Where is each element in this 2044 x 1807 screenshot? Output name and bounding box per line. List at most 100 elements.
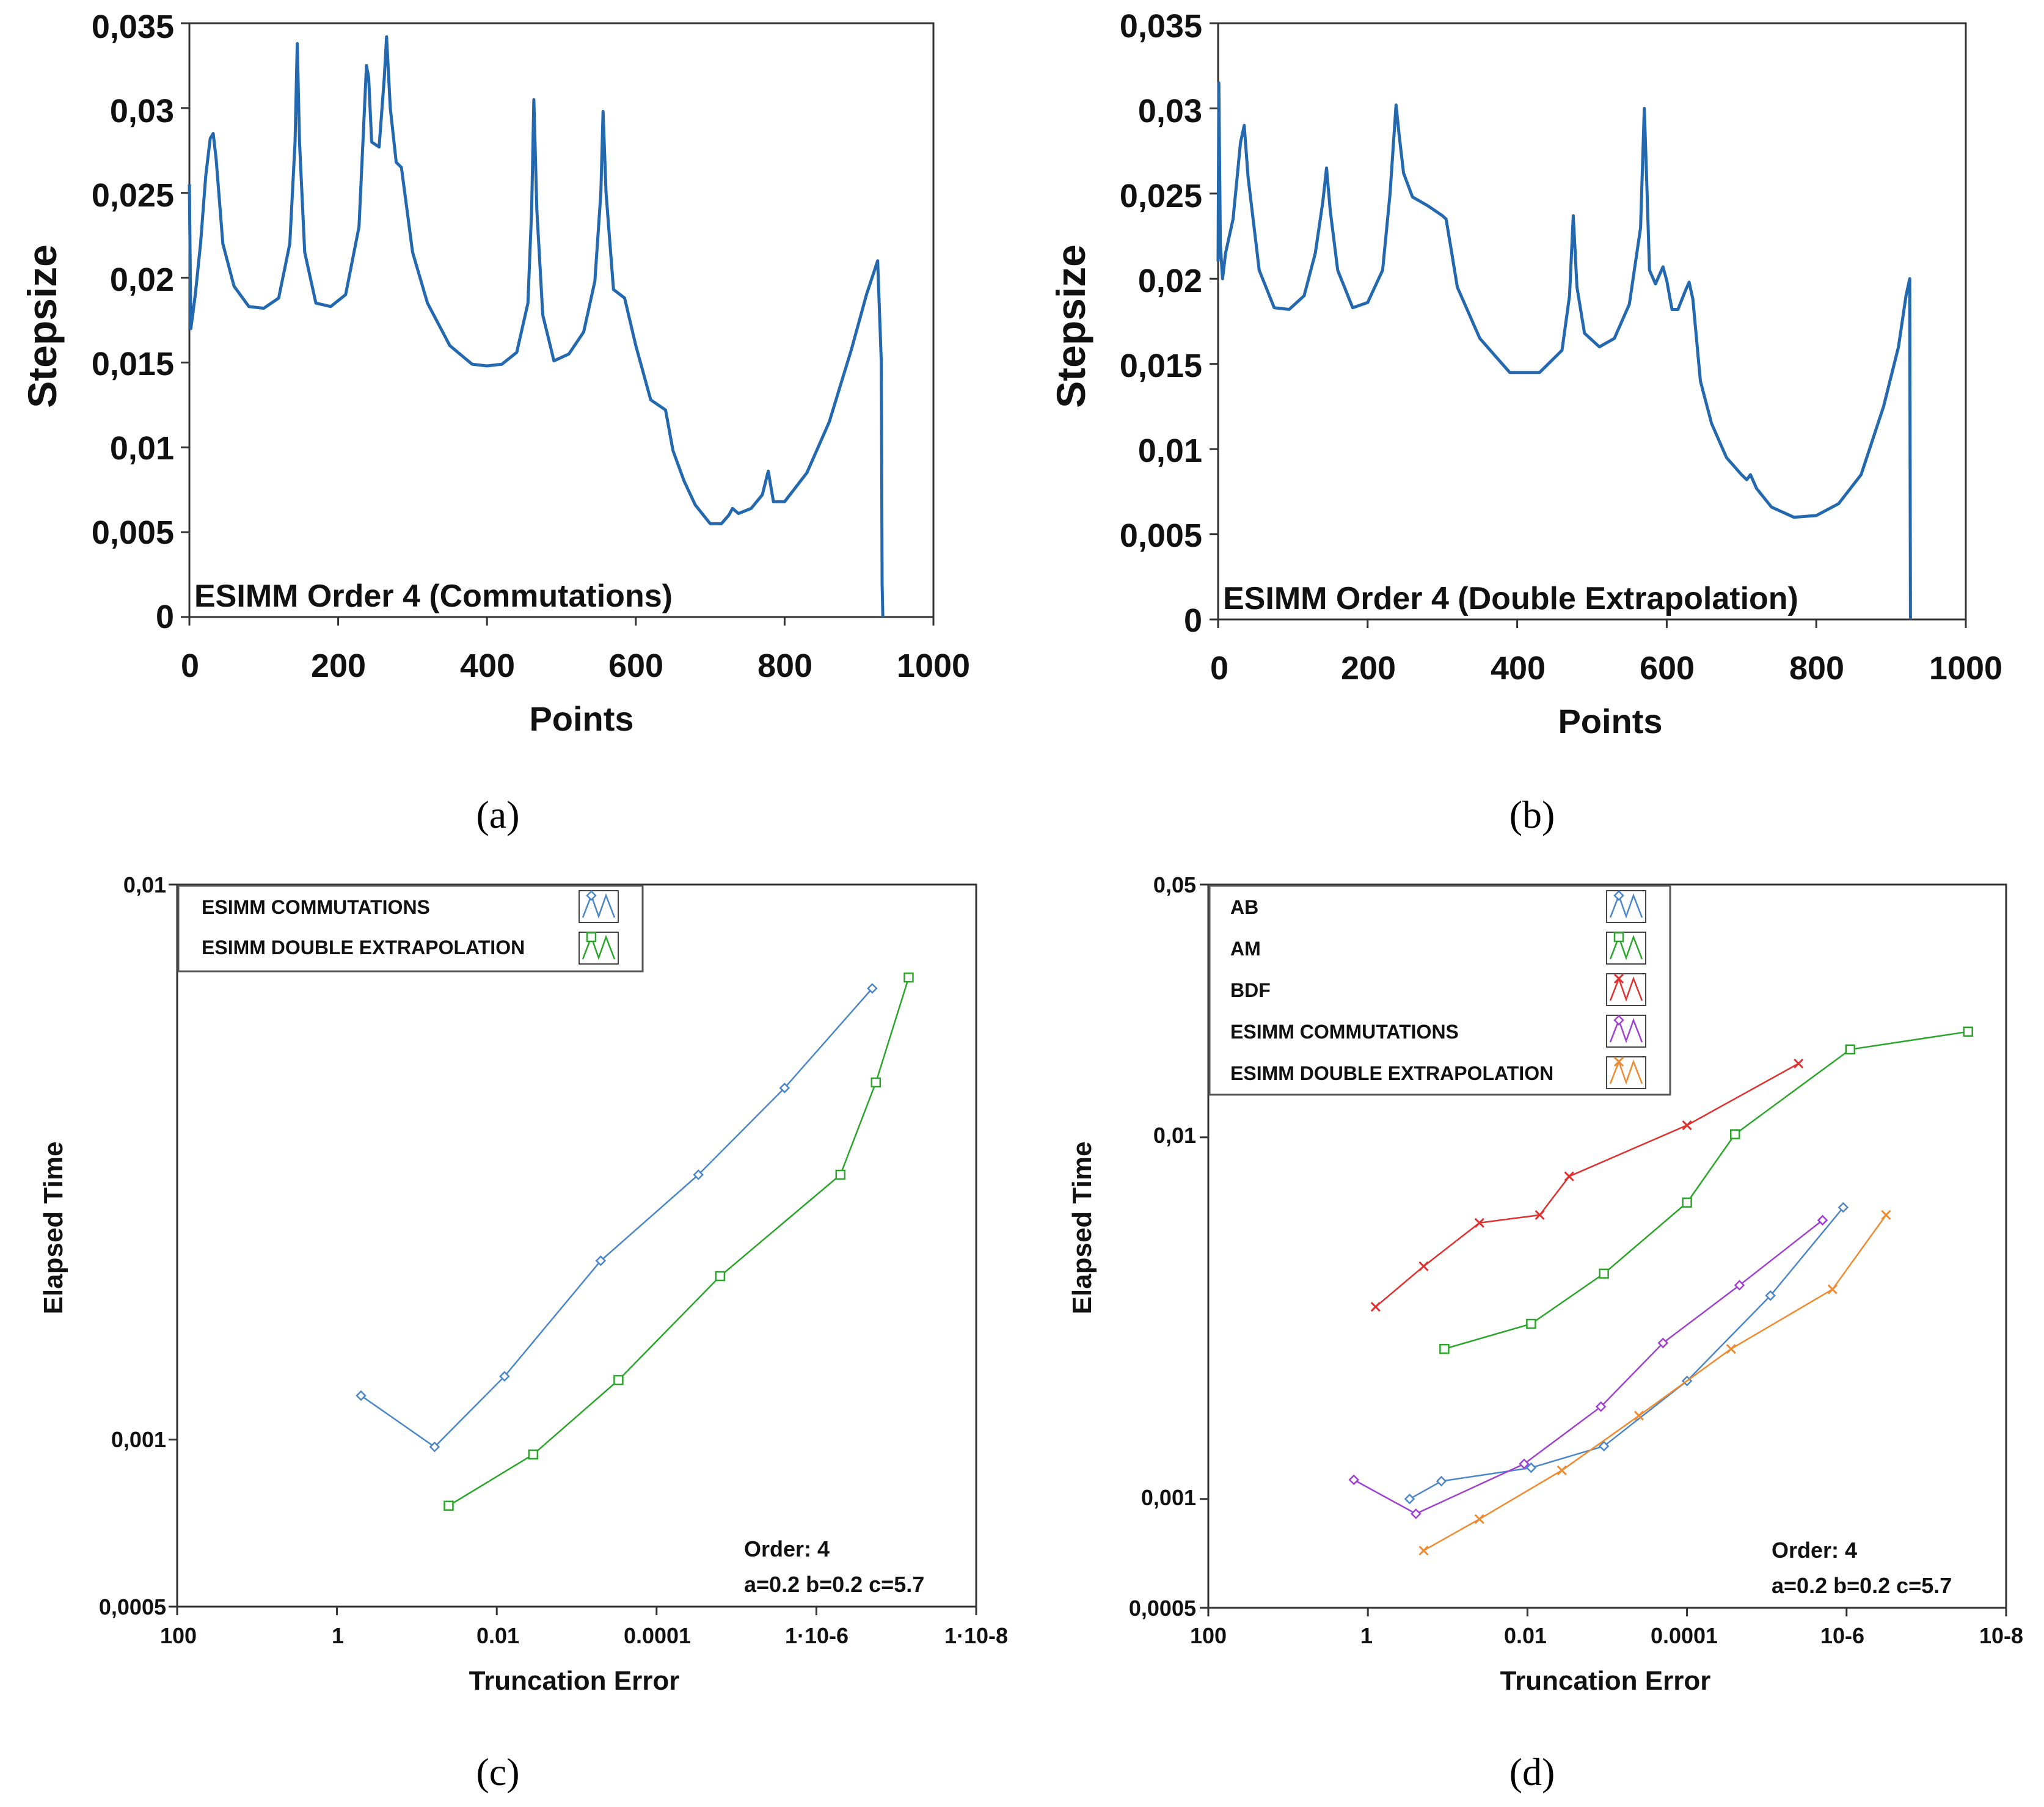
panel-c-series-0-point-5: [779, 1082, 790, 1093]
panel-b-plot-frame: [1217, 22, 1967, 621]
panel-a-ytick-3: 0,015: [92, 346, 174, 382]
panel-b-ytick-7: 0,035: [1120, 8, 1202, 45]
panel-c-series-0-point-3: [595, 1255, 607, 1266]
panel-d-series-1-point-4: [1729, 1129, 1740, 1139]
panel-a-ytick-1: 0,005: [92, 514, 174, 551]
panel-d-series-3-point-2: [1519, 1458, 1530, 1470]
panel-d-series-2-point-3: [1535, 1210, 1545, 1220]
panel-d-series-0-point-0: [1404, 1494, 1415, 1505]
panel-d-series-3-point-0: [1348, 1474, 1359, 1486]
panel-a-title: ESIMM Order 4 (Commutations): [194, 579, 673, 614]
panel-c-plot-frame: [176, 883, 977, 1608]
panel-a-ytick-4: 0,02: [110, 261, 174, 298]
panel-d-series-0-point-5: [1765, 1290, 1776, 1301]
panel-d-ylabel: Elapsed Time: [1067, 1142, 1097, 1315]
panel-d-legend-label-3: ESIMM COMMUTATIONS: [1230, 1021, 1459, 1043]
panel-d-legend: [1208, 885, 1671, 1096]
panel-d-legend-swatch-marker-1: [1613, 932, 1624, 943]
panel-a-xlabel: Points: [529, 699, 633, 738]
panel-c-series-0-point-4: [693, 1169, 704, 1180]
panel-b-xtick-5: 1000: [1929, 650, 2002, 687]
panel-c-ytick-2: 0,01: [123, 872, 166, 897]
panel-b-caption: (b): [1509, 793, 1555, 836]
panel-c-xtick-2: 0.01: [476, 1623, 519, 1648]
panel-c-xtick-0: 100: [160, 1623, 197, 1648]
panel-c-series-1-point-0: [443, 1500, 454, 1511]
panel-d-series-2-point-2: [1474, 1217, 1484, 1228]
panel-a-plot-frame: [188, 22, 935, 618]
panel-d-series-2-point-6: [1794, 1058, 1804, 1069]
panel-a-xtick-1: 200: [311, 648, 366, 684]
panel-b-series-line-0: [1216, 81, 1912, 620]
panel-c-legend-swatch-line-0: [582, 893, 616, 919]
panel-d-xtick-0: 100: [1190, 1623, 1227, 1648]
panel-d-plot-frame: [1207, 883, 2007, 1609]
panel-c-ytick-0: 0,0005: [99, 1594, 166, 1619]
panel-c-ylabel: Elapsed Time: [38, 1142, 68, 1315]
panel-c-caption: (c): [476, 1750, 519, 1794]
panel-d-series-0-point-1: [1436, 1475, 1447, 1487]
panel-c-series-0-point-2: [499, 1371, 510, 1382]
panel-c-series-0-point-1: [429, 1441, 440, 1453]
panel-c-series-1-point-2: [613, 1374, 624, 1385]
panel-d-series-4-point-1: [1474, 1514, 1484, 1524]
panel-b: ESIMM Order 4 (Double Extrapolation) 0 2…: [1048, 8, 2002, 836]
panel-a: ESIMM Order 4 (Commutations) 0 200 400 6…: [20, 9, 970, 836]
panel-a-xtick-2: 400: [460, 648, 515, 684]
panel-c-ytick-1: 0,001: [111, 1427, 166, 1452]
panel-d-series-1-point-3: [1682, 1197, 1692, 1208]
panel-d-legend-label-0: AB: [1230, 896, 1258, 918]
panel-b-xtick-3: 600: [1640, 650, 1695, 687]
panel-b-xtick-1: 200: [1341, 650, 1396, 687]
panel-a-ytick-7: 0,035: [92, 9, 174, 45]
panel-c-annotation-params: a=0.2 b=0.2 c=5.7: [744, 1572, 924, 1597]
panel-d-series-4-point-5: [1827, 1284, 1838, 1294]
panel-d-series-1-point-5: [1845, 1044, 1856, 1055]
panel-d-series-3-point-5: [1734, 1280, 1745, 1291]
panel-d-series-1-point-2: [1599, 1268, 1609, 1279]
panel-b-ytick-3: 0,015: [1120, 348, 1202, 384]
panel-d-series-4-point-6: [1881, 1210, 1891, 1220]
panel-c-xtick-1: 1: [332, 1623, 344, 1648]
panel-d-legend-swatch-marker-4: [1613, 1056, 1624, 1067]
panel-a-xtick-3: 600: [608, 648, 663, 684]
panel-d-legend-swatch-marker-0: [1613, 890, 1624, 901]
panel-d-series-0-point-6: [1838, 1202, 1849, 1213]
panel-d-annotation-order: Order: 4: [1772, 1538, 1857, 1563]
panel-a-xtick-0: 0: [181, 648, 199, 684]
panel-d-series-1-point-6: [1963, 1026, 1973, 1037]
panel-d-series-2-point-5: [1682, 1120, 1692, 1131]
panel-d-xtick-4: 10-6: [1820, 1623, 1864, 1648]
panel-d-xtick-2: 0.01: [1504, 1623, 1547, 1648]
panel-d-series-2-point-1: [1418, 1261, 1429, 1271]
panel-b-xtick-0: 0: [1210, 650, 1228, 687]
panel-c-series-1-point-4: [835, 1169, 846, 1180]
panel-c-series-1-point-6: [903, 972, 914, 983]
panel-c-legend: [177, 885, 644, 973]
panel-a-xtick-4: 800: [757, 648, 812, 684]
panel-c-xtick-3: 0.0001: [624, 1623, 691, 1648]
panel-d-series-3-point-1: [1411, 1508, 1422, 1519]
panel-d-series-3-point-6: [1817, 1214, 1828, 1226]
panel-d-series-line-3: [1353, 1219, 1823, 1515]
panel-d-caption: (d): [1509, 1750, 1555, 1794]
panel-d-legend-swatch-line-4: [1609, 1059, 1643, 1085]
panel-b-xtick-4: 800: [1789, 650, 1844, 687]
panel-b-xtick-2: 400: [1491, 650, 1546, 687]
panel-b-ytick-4: 0,02: [1138, 263, 1202, 299]
panel-b-title: ESIMM Order 4 (Double Extrapolation): [1223, 581, 1798, 616]
panel-a-ytick-5: 0,025: [92, 177, 174, 214]
panel-c-legend-swatch-line-1: [582, 935, 616, 960]
panel-c-legend-label-0: ESIMM COMMUTATIONS: [202, 896, 430, 918]
panel-c-legend-swatch-marker-1: [586, 932, 597, 943]
panel-d-series-4-point-0: [1418, 1546, 1429, 1556]
panel-c-series-1-point-1: [528, 1449, 539, 1460]
panel-d-xtick-5: 10-8: [1979, 1623, 2023, 1648]
panel-d-series-0-point-3: [1598, 1440, 1610, 1452]
panel-d-ytick-3: 0,05: [1153, 872, 1196, 897]
panel-d-xlabel: Truncation Error: [1500, 1666, 1711, 1696]
panel-c-legend-label-1: ESIMM DOUBLE EXTRAPOLATION: [202, 936, 525, 958]
panel-c-series-0-point-0: [356, 1390, 367, 1401]
panel-c-xtick-5: 1·10-8: [944, 1623, 1008, 1648]
panel-b-ytick-6: 0,03: [1138, 93, 1202, 130]
